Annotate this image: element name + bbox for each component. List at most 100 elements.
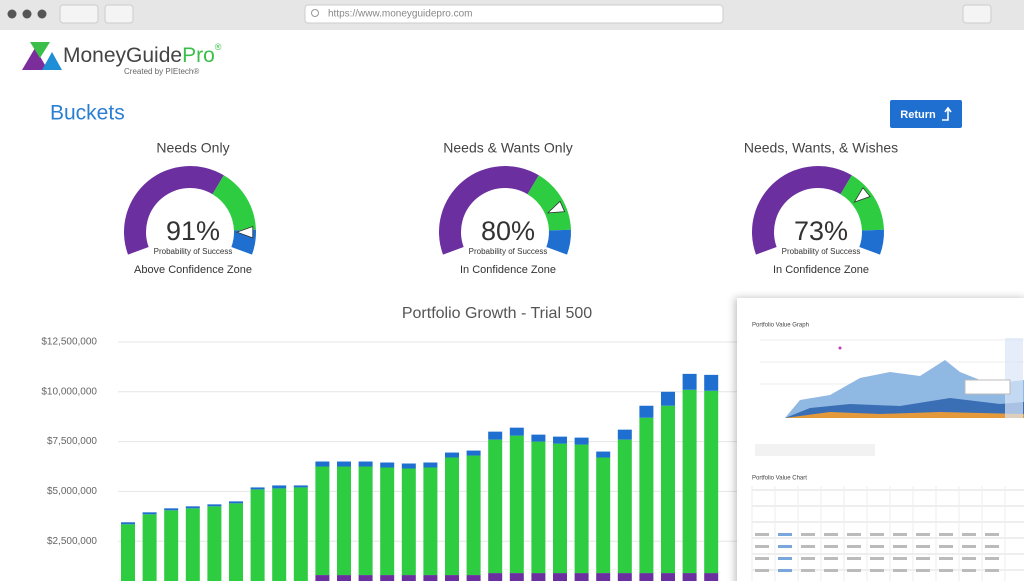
logo-mark bbox=[30, 42, 50, 58]
bar-segment bbox=[704, 573, 719, 581]
bar-segment bbox=[639, 573, 654, 581]
brand-mark: ® bbox=[215, 42, 222, 52]
inset-table-cell bbox=[962, 557, 976, 560]
inset-table-cell bbox=[985, 545, 999, 548]
gauge-caption: Probability of Success bbox=[469, 247, 548, 256]
gauge-caption: Probability of Success bbox=[154, 247, 233, 256]
bar-segment bbox=[358, 575, 373, 581]
inset-panel: Portfolio Value Graph Portfolio Value Ch… bbox=[737, 298, 1024, 581]
bar-segment bbox=[639, 417, 654, 574]
bar-segment bbox=[229, 501, 243, 504]
y-tick-label: $2,500,000 bbox=[47, 536, 97, 547]
url-bar[interactable] bbox=[304, 4, 724, 24]
bar-segment bbox=[596, 451, 611, 458]
bar-segment bbox=[531, 434, 546, 442]
portfolio-chart: Portfolio Growth - Trial 500 $2,500,000 $5… bbox=[41, 305, 1024, 581]
bar-segment bbox=[358, 461, 373, 467]
inset-table-cell bbox=[870, 557, 884, 560]
bar-segment bbox=[229, 503, 243, 581]
brand-main: MoneyGuide bbox=[63, 44, 182, 67]
bar-segment bbox=[509, 427, 524, 436]
sidebar-button[interactable] bbox=[104, 4, 134, 24]
url: https://www.moneyguidepro.com bbox=[328, 9, 473, 20]
inset-table-cell bbox=[847, 569, 861, 572]
tabs-button[interactable] bbox=[962, 4, 992, 24]
inset-marker bbox=[838, 346, 842, 350]
gauge-title: Needs, Wants, & Wishes bbox=[744, 140, 898, 156]
bar-segment bbox=[704, 374, 719, 391]
bar-segment bbox=[617, 429, 632, 440]
bar-segment bbox=[380, 467, 395, 576]
window-dot[interactable] bbox=[22, 9, 32, 19]
bar-segment bbox=[185, 506, 200, 509]
nav-buttons[interactable] bbox=[59, 4, 99, 24]
return-button[interactable] bbox=[890, 100, 962, 128]
inset-table-cell bbox=[870, 545, 884, 548]
bar-segment bbox=[509, 435, 524, 574]
gauge-zone: In Confidence Zone bbox=[773, 264, 869, 276]
gauge-value: 91% bbox=[166, 216, 220, 246]
bar-segment bbox=[293, 485, 308, 488]
bar-segment bbox=[596, 573, 611, 581]
gauge-segment bbox=[546, 229, 571, 255]
bar-segment bbox=[142, 512, 157, 515]
brand: MoneyGuidePro® bbox=[63, 42, 222, 66]
inset-table-cell bbox=[870, 569, 884, 572]
bar-segment bbox=[682, 373, 697, 390]
inset-table-cell bbox=[893, 533, 907, 536]
window-dot[interactable] bbox=[37, 9, 47, 19]
inset-table-cell bbox=[824, 557, 838, 560]
inset-table-cell bbox=[755, 557, 769, 560]
bar-segment bbox=[185, 508, 200, 581]
inset-table-cell bbox=[778, 545, 792, 548]
gauge-segment bbox=[212, 175, 256, 231]
inset-area bbox=[785, 412, 1024, 418]
gauge-title: Needs Only bbox=[156, 140, 229, 156]
bar-segment bbox=[466, 575, 481, 581]
inset-table bbox=[751, 486, 1024, 581]
gauge-segment bbox=[438, 165, 539, 255]
bar-segment bbox=[488, 573, 503, 581]
gauge-value: 73% bbox=[794, 216, 848, 246]
y-tick-label: $10,000,000 bbox=[41, 386, 97, 397]
inset-table-cell bbox=[985, 533, 999, 536]
gauge-segment bbox=[124, 166, 224, 255]
bar-segment bbox=[293, 487, 308, 581]
bar-segment bbox=[207, 504, 222, 507]
inset-table-cell bbox=[893, 569, 907, 572]
bar-segment bbox=[272, 488, 287, 581]
gauge-segment bbox=[859, 229, 884, 255]
inset-table-cell bbox=[962, 533, 976, 536]
bar-segment bbox=[423, 462, 438, 468]
inset-tooltip bbox=[964, 379, 1011, 395]
window-dot[interactable] bbox=[7, 9, 17, 19]
inset-table-cell bbox=[939, 545, 953, 548]
inset-table-cell bbox=[778, 569, 792, 572]
bar-segment bbox=[509, 573, 524, 581]
bar-segment bbox=[661, 391, 675, 406]
inset-table-cell bbox=[916, 557, 930, 560]
inset-table-cell bbox=[847, 545, 861, 548]
inset-table-cell bbox=[916, 545, 930, 548]
bar-segment bbox=[423, 467, 438, 576]
inset-table-cell bbox=[893, 545, 907, 548]
inset-table-cell bbox=[755, 533, 769, 536]
bar-segment bbox=[142, 514, 157, 581]
bar-segment bbox=[531, 441, 546, 574]
tagline: Created by PIEtech® bbox=[124, 67, 199, 76]
inset-table-cell bbox=[801, 557, 815, 560]
inset-table-cell bbox=[939, 533, 953, 536]
bar-segment bbox=[337, 461, 351, 467]
inset-table-cell bbox=[824, 569, 838, 572]
bar-segment bbox=[272, 485, 287, 489]
inset-table-cell bbox=[870, 533, 884, 536]
bar-segment bbox=[553, 436, 567, 444]
inset-table-cell bbox=[985, 569, 999, 572]
gauge-pointer bbox=[546, 200, 566, 214]
gauge-zone: Above Confidence Zone bbox=[134, 264, 252, 276]
bar-segment bbox=[445, 452, 459, 458]
bar-segment bbox=[553, 443, 567, 574]
inset-table-cell bbox=[916, 569, 930, 572]
search-icon bbox=[311, 9, 319, 17]
